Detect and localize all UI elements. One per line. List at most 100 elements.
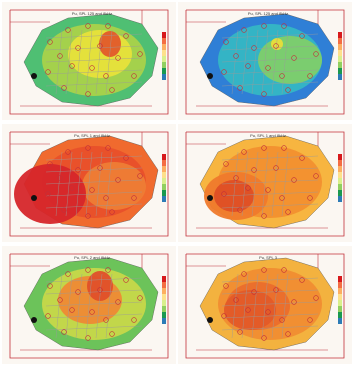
measurement-point	[245, 185, 251, 191]
measurement-point	[245, 63, 251, 69]
seating-line	[241, 29, 249, 95]
measurement-point	[137, 173, 143, 179]
measurement-point	[123, 155, 129, 161]
measurement-point	[85, 145, 91, 151]
measurement-point	[237, 207, 243, 213]
measurement-point	[89, 187, 95, 193]
measurement-point	[279, 73, 285, 79]
measurement-point	[109, 331, 115, 337]
measurement-point	[97, 287, 103, 293]
legend-swatch	[338, 160, 342, 166]
legend-swatch	[338, 178, 342, 184]
measurement-point	[61, 329, 67, 335]
source-marker	[207, 73, 213, 79]
seating-line	[95, 273, 103, 339]
legend-swatch	[338, 56, 342, 62]
seating-line	[65, 29, 73, 95]
seating-line	[221, 57, 319, 63]
measurement-point	[85, 91, 91, 97]
measurement-point	[291, 55, 297, 61]
seating-line	[221, 203, 319, 209]
seating-line	[45, 33, 143, 39]
seating-line	[75, 273, 83, 339]
measurement-point	[313, 173, 319, 179]
measurement-point	[85, 23, 91, 29]
panel-1: Pu, SPL 125 and 8kHz	[2, 2, 176, 120]
measurement-point	[105, 23, 111, 29]
legend-swatch	[162, 160, 166, 166]
legend-swatch	[162, 172, 166, 178]
measurement-point	[45, 191, 51, 197]
panel-6: Pu, SPL 3	[178, 246, 352, 364]
measurement-point	[61, 85, 67, 91]
measurement-point	[123, 33, 129, 39]
panel-title: Pu, SPL 1 and 8kHz	[250, 133, 286, 138]
seating-line	[45, 191, 143, 197]
legend-swatch	[338, 154, 342, 160]
legend-swatch	[162, 154, 166, 160]
seating-line	[231, 151, 239, 217]
measurement-point	[47, 39, 53, 45]
measurement-point	[281, 145, 287, 151]
measurement-point	[261, 145, 267, 151]
legend-swatch	[162, 68, 166, 74]
measurement-point	[307, 317, 313, 323]
measurement-point	[299, 155, 305, 161]
legend-swatch	[338, 32, 342, 38]
measurement-point	[131, 195, 137, 201]
seating-line	[261, 151, 269, 217]
measurement-point	[285, 87, 291, 93]
measurement-point	[115, 55, 121, 61]
panel-title: Pu, SPL 125 and 8kHz	[71, 11, 113, 16]
legend-swatch	[338, 74, 342, 80]
measurement-point	[291, 299, 297, 305]
seating-line	[85, 29, 93, 95]
measurement-point	[299, 277, 305, 283]
seating-line	[221, 81, 319, 87]
measurement-point	[251, 167, 257, 173]
legend-swatch	[338, 282, 342, 288]
measurement-point	[223, 39, 229, 45]
seating-line	[45, 289, 143, 295]
seating-line	[85, 151, 93, 217]
legend-swatch	[338, 44, 342, 50]
measurement-point	[279, 195, 285, 201]
measurement-point	[131, 317, 137, 323]
seating-line	[271, 273, 279, 339]
seating-line	[55, 151, 63, 217]
measurement-point	[261, 23, 267, 29]
measurement-point	[69, 307, 75, 313]
measurement-point	[61, 207, 67, 213]
legend-swatch	[162, 300, 166, 306]
measurement-point	[85, 213, 91, 219]
seating-line	[261, 273, 269, 339]
panel-5-map	[9, 253, 169, 359]
seating-line	[221, 313, 319, 319]
measurement-point	[85, 267, 91, 273]
measurement-point	[237, 85, 243, 91]
seating-line	[45, 325, 143, 331]
measurement-point	[123, 277, 129, 283]
measurement-point	[223, 283, 229, 289]
measurement-point	[105, 145, 111, 151]
legend-swatch	[162, 190, 166, 196]
seating-line	[95, 29, 103, 95]
legend-swatch	[338, 68, 342, 74]
legend-swatch	[162, 184, 166, 190]
measurement-point	[89, 65, 95, 71]
measurement-point	[251, 289, 257, 295]
measurement-point	[221, 69, 227, 75]
seating-line	[45, 155, 143, 161]
measurement-point	[89, 309, 95, 315]
measurement-point	[131, 73, 137, 79]
measurement-point	[97, 43, 103, 49]
legend-swatch	[338, 166, 342, 172]
measurement-point	[65, 149, 71, 155]
measurement-point	[57, 297, 63, 303]
seating-line	[221, 289, 319, 295]
seating-line	[45, 179, 143, 185]
seating-line	[45, 57, 143, 63]
panel-2: Pu, SPL 125 and 8kHz	[178, 2, 352, 120]
seating-line	[271, 151, 279, 217]
measurement-point	[105, 267, 111, 273]
